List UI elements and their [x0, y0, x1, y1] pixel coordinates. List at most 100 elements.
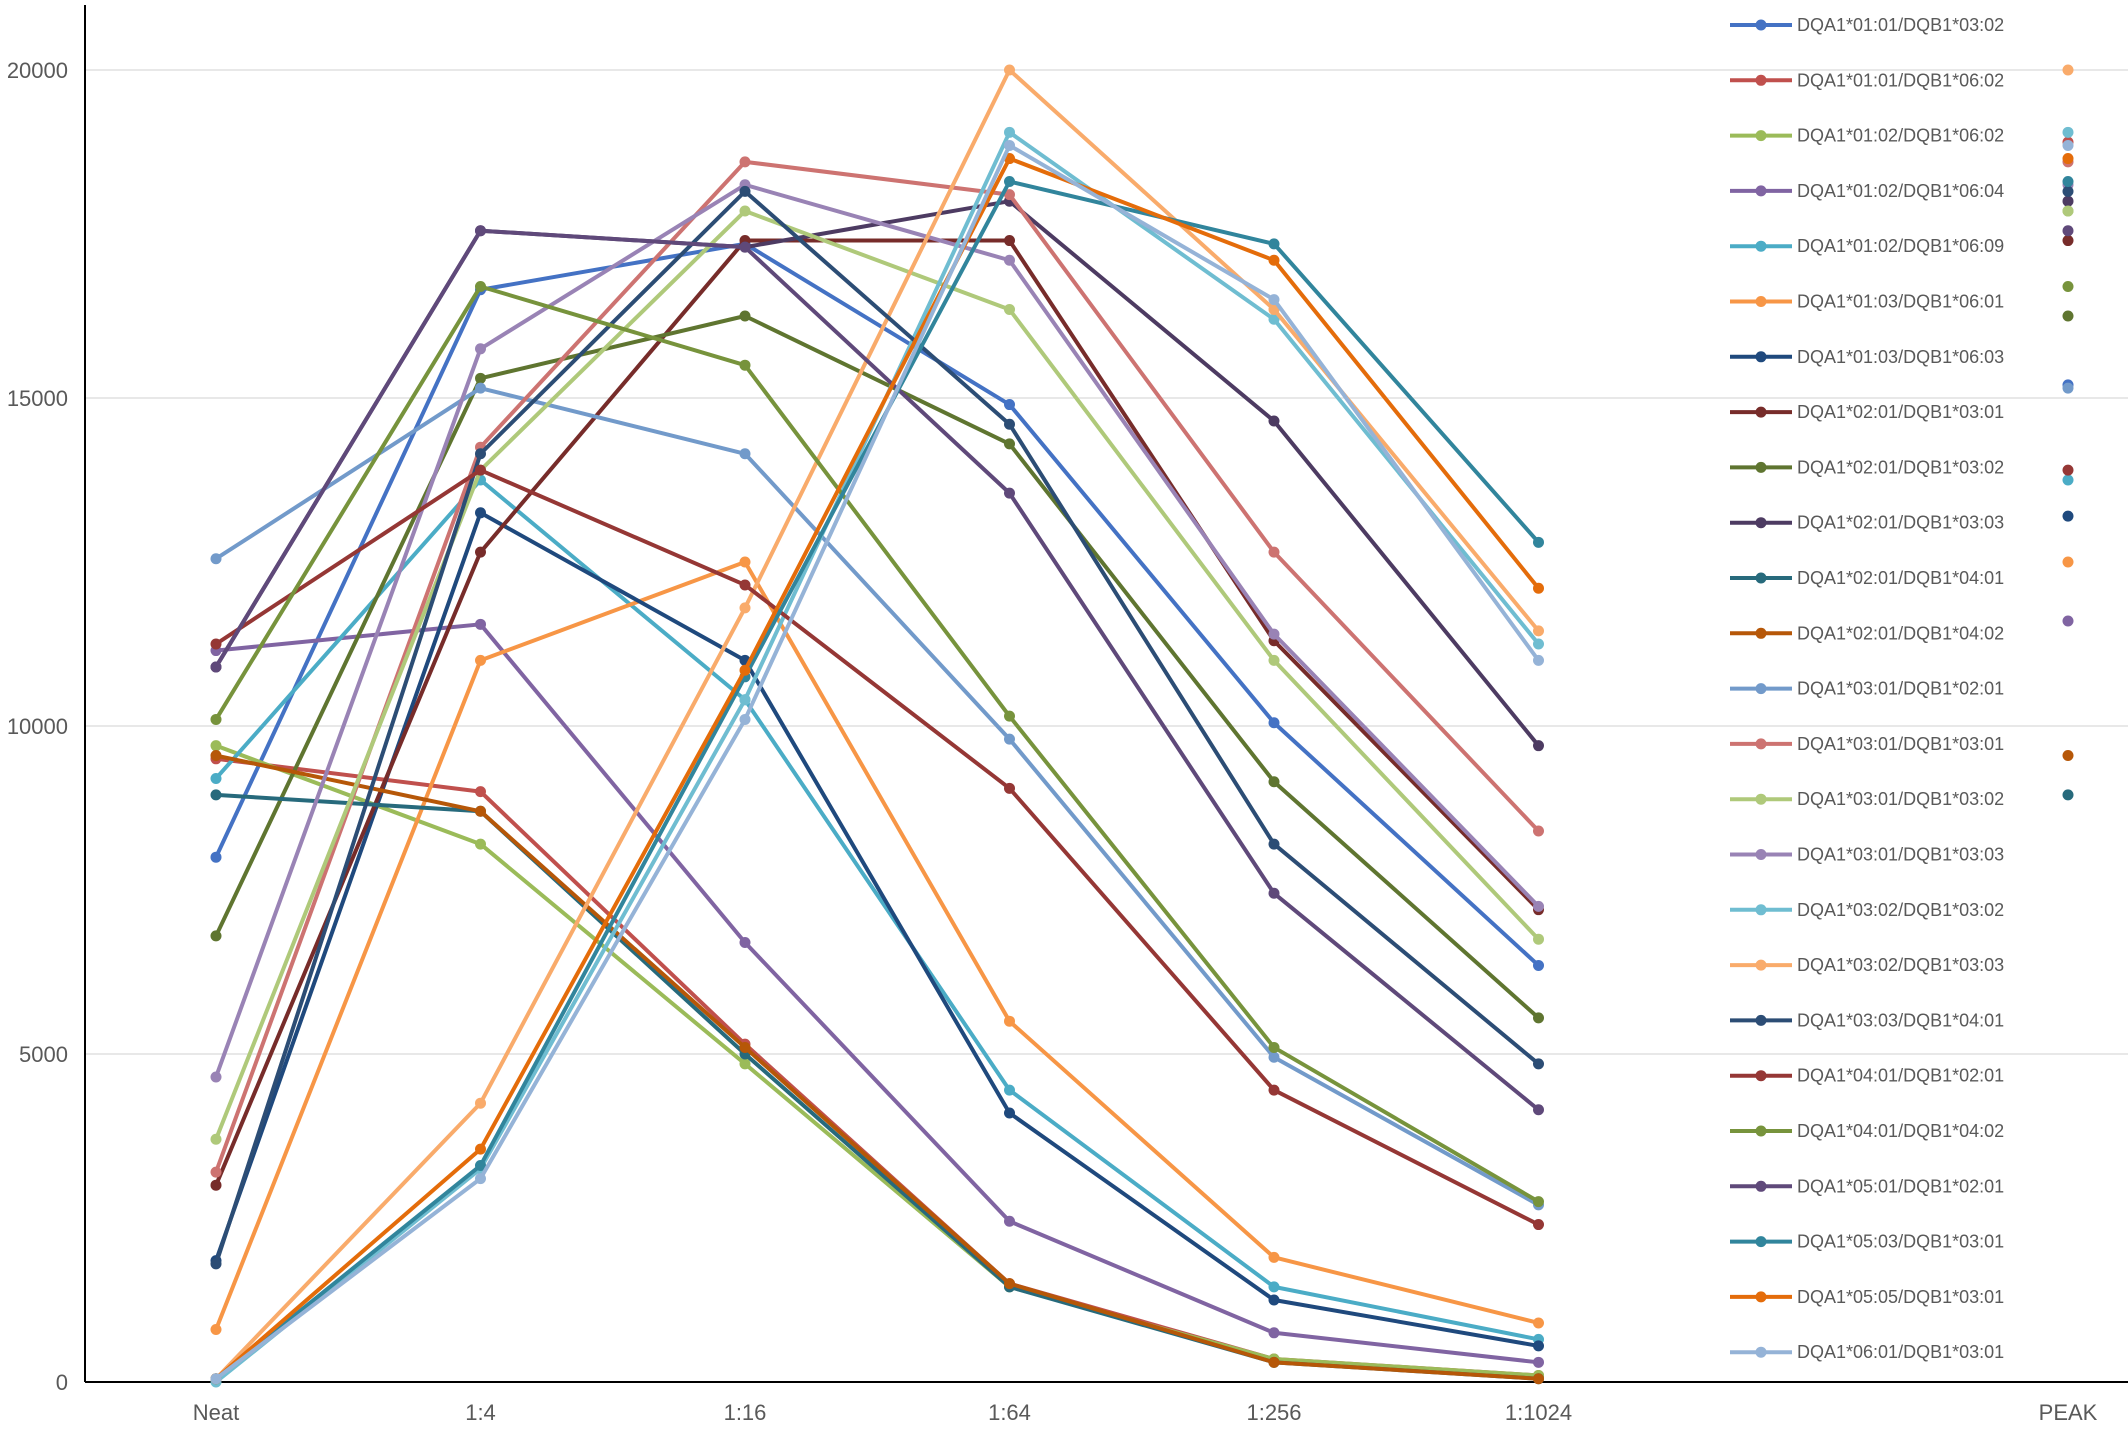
legend-swatch-marker: [1755, 461, 1767, 473]
data-point: [739, 185, 751, 197]
series-line: [214, 284, 1540, 1204]
y-tick-label: 5000: [19, 1042, 68, 1067]
legend-label: DQA1*01:03/DQB1*06:03: [1797, 347, 2004, 367]
data-point: [475, 343, 486, 355]
legend-item: DQA1*05:05/DQB1*03:01: [1730, 1287, 2004, 1307]
data-point: [739, 694, 751, 706]
legend-item: DQA1*02:01/DQB1*04:02: [1730, 623, 2004, 643]
data-point: [1533, 740, 1544, 752]
peak-point: [2062, 280, 2074, 292]
series-20: [210, 280, 1544, 1208]
peak-point: [2062, 615, 2074, 627]
legend-item: DQA1*02:01/DQB1*04:01: [1730, 568, 2004, 588]
legend-item: DQA1*01:02/DQB1*06:09: [1730, 236, 2004, 256]
peak-point: [2062, 225, 2074, 237]
legend-label: DQA1*06:01/DQB1*03:01: [1797, 1342, 2004, 1362]
data-point: [475, 372, 486, 384]
series-line: [214, 478, 1539, 1342]
data-point: [1004, 399, 1015, 411]
series-line: [214, 159, 1540, 1173]
series-line: [214, 182, 1540, 1078]
legend-swatch-marker: [1755, 296, 1767, 307]
data-point: [739, 156, 751, 168]
series-19: [210, 464, 1544, 1231]
legend-item: DQA1*05:03/DQB1*03:01: [1730, 1232, 2004, 1252]
data-point: [210, 772, 222, 784]
data-point: [1004, 438, 1015, 450]
data-point: [1004, 418, 1015, 430]
data-point: [1533, 1196, 1544, 1208]
series-line: [214, 238, 1540, 1186]
x-tick-label: 1:1024: [1505, 1400, 1572, 1425]
data-point: [1268, 1327, 1280, 1339]
legend-label: DQA1*04:01/DQB1*04:02: [1797, 1121, 2004, 1141]
data-point: [739, 448, 751, 460]
series-1: [210, 753, 1544, 1381]
series-22: [210, 176, 1544, 1385]
legend-item: DQA1*03:03/DQB1*04:01: [1730, 1010, 2004, 1030]
legend-item: DQA1*06:01/DQB1*03:01: [1730, 1342, 2004, 1362]
data-point: [210, 1133, 222, 1145]
data-point: [1533, 1356, 1544, 1368]
data-point: [1533, 638, 1544, 650]
data-point: [1533, 933, 1544, 945]
legend-swatch-marker: [1755, 849, 1767, 860]
legend-label: DQA1*01:01/DQB1*06:02: [1797, 70, 2004, 90]
data-point: [739, 359, 751, 371]
data-point: [210, 661, 222, 673]
data-point: [739, 1041, 751, 1053]
data-point: [1533, 582, 1544, 594]
data-point: [1533, 1104, 1544, 1116]
peak-point: [2062, 185, 2074, 197]
legend-swatch-marker: [1755, 517, 1767, 529]
data-point: [210, 740, 222, 752]
data-point: [475, 280, 486, 292]
data-point: [1268, 1294, 1280, 1306]
data-point: [1533, 536, 1544, 548]
data-point: [475, 507, 486, 519]
data-point: [1004, 733, 1015, 745]
legend-swatch-marker: [1755, 1291, 1767, 1303]
series-line: [214, 386, 1540, 1207]
legend-item: DQA1*02:01/DQB1*03:02: [1730, 457, 2004, 477]
data-point: [475, 1160, 486, 1172]
legend-item: DQA1*02:01/DQB1*03:01: [1730, 402, 2004, 422]
peak-point: [2062, 195, 2074, 207]
data-point: [475, 546, 486, 558]
legend-item: DQA1*03:01/DQB1*03:02: [1730, 789, 2004, 809]
data-point: [475, 448, 486, 460]
x-tick-label: 1:64: [988, 1400, 1031, 1425]
legend-label: DQA1*03:01/DQB1*03:03: [1797, 845, 2004, 865]
legend-item: DQA1*03:01/DQB1*03:01: [1730, 734, 2004, 754]
x-tick-label: 1:16: [724, 1400, 767, 1425]
data-point: [1533, 825, 1544, 837]
legend-swatch-marker: [1755, 1180, 1767, 1192]
data-point: [1004, 1278, 1015, 1290]
data-point: [210, 713, 222, 725]
data-point: [1004, 1215, 1015, 1227]
y-tick-label: 20000: [7, 58, 68, 83]
peak-point: [2062, 205, 2074, 217]
data-point: [1004, 1084, 1015, 1096]
legend-swatch-marker: [1755, 627, 1767, 639]
data-point: [1268, 238, 1280, 250]
data-point: [1004, 1015, 1015, 1027]
legend-label: DQA1*05:05/DQB1*03:01: [1797, 1287, 2004, 1307]
data-point: [739, 602, 751, 614]
series-line: [214, 156, 1541, 1381]
legend-swatch-marker: [1755, 1014, 1767, 1026]
legend-swatch-marker: [1755, 351, 1767, 363]
y-tick-label: 10000: [7, 714, 68, 739]
data-point: [475, 382, 486, 394]
x-tick-label: Neat: [193, 1400, 239, 1425]
legend-swatch-marker: [1755, 1125, 1767, 1137]
data-point: [1268, 838, 1280, 850]
data-point: [475, 786, 486, 798]
data-point: [1004, 126, 1015, 138]
peak-point: [2062, 464, 2074, 476]
series-line: [214, 143, 1541, 1381]
data-point: [1533, 1219, 1544, 1231]
data-point: [739, 556, 751, 568]
series-18: [210, 185, 1544, 1270]
